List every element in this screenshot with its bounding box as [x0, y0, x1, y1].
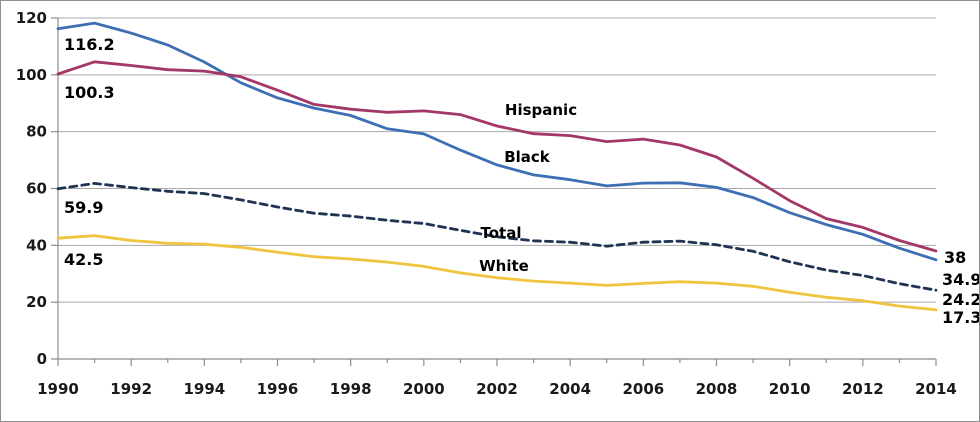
- y-tick-label-120: 120: [16, 9, 47, 27]
- x-tick-label-2014: 2014: [915, 380, 957, 398]
- annotation-black: Black: [504, 148, 551, 166]
- x-tick-label-1990: 1990: [37, 380, 79, 398]
- annotation-42-5: 42.5: [64, 250, 103, 269]
- x-tick-label-2002: 2002: [476, 380, 518, 398]
- y-tick-label-60: 60: [26, 180, 47, 198]
- annotation-total: Total: [481, 224, 522, 242]
- y-tick-label-0: 0: [37, 350, 47, 368]
- annotation-116-2: 116.2: [64, 35, 115, 54]
- x-tick-label-2012: 2012: [842, 380, 884, 398]
- series-line-total: [56, 181, 938, 292]
- x-tick-label-2010: 2010: [769, 380, 811, 398]
- series-line-hispanic: [56, 60, 938, 253]
- x-tick-label-1998: 1998: [330, 380, 372, 398]
- y-tick-label-80: 80: [26, 123, 47, 141]
- annotation-17-3: 17.3: [942, 308, 979, 327]
- y-tick-label-100: 100: [16, 66, 47, 84]
- x-tick-label-1996: 1996: [257, 380, 299, 398]
- annotation-34-9: 34.9: [942, 270, 979, 289]
- series-line-white: [56, 234, 938, 312]
- x-tick-label-1992: 1992: [110, 380, 152, 398]
- annotation-59-9: 59.9: [64, 198, 103, 217]
- x-tick-label-2008: 2008: [696, 380, 738, 398]
- annotation-white: White: [479, 257, 529, 275]
- annotation-38: 38: [944, 248, 966, 267]
- annotation-100-3: 100.3: [64, 83, 115, 102]
- series-line-black: [56, 21, 938, 262]
- x-tick-label-2004: 2004: [549, 380, 591, 398]
- y-tick-label-20: 20: [26, 293, 47, 311]
- x-tick-label-2000: 2000: [403, 380, 445, 398]
- x-tick-label-2006: 2006: [622, 380, 664, 398]
- x-tick-label-1994: 1994: [183, 380, 225, 398]
- annotation-hispanic: Hispanic: [505, 101, 577, 119]
- y-tick-label-40: 40: [26, 236, 47, 254]
- annotation-24-2: 24.2: [942, 290, 979, 309]
